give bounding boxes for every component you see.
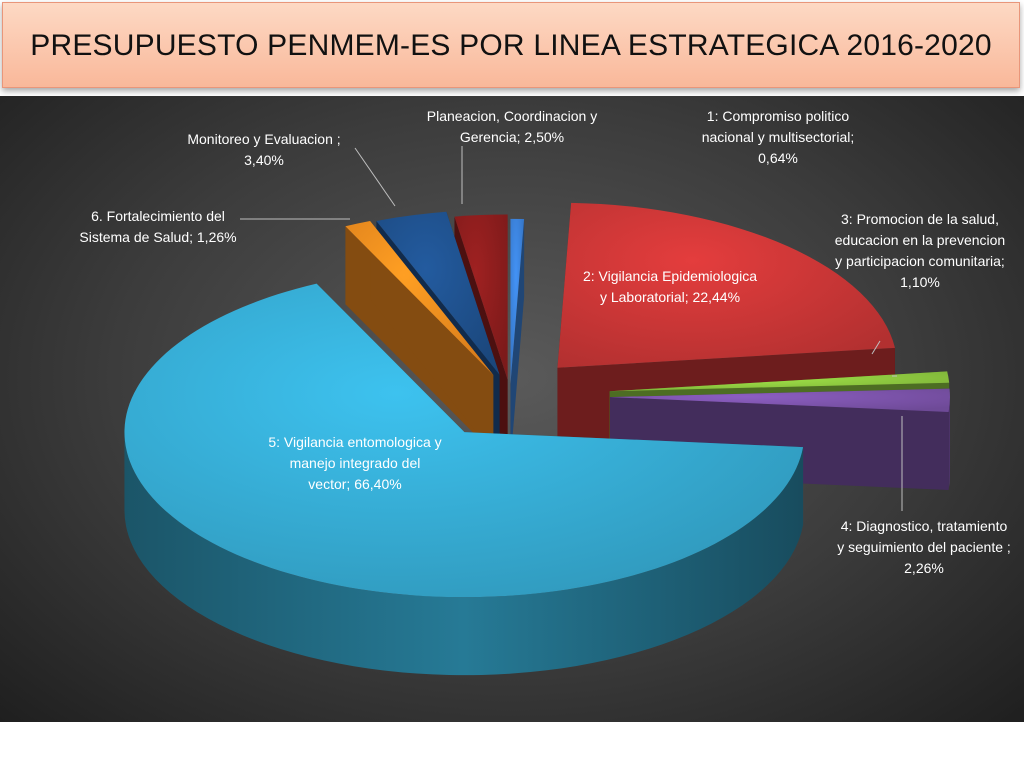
- slice-top-s4: [609, 388, 950, 412]
- data-label-line: vector; 66,40%: [308, 476, 402, 492]
- pie-slice-s1: [510, 218, 525, 462]
- slice-wall-s1-1: [510, 219, 525, 462]
- data-label-line: Sistema de Salud; 1,26%: [79, 229, 237, 245]
- chart-area: 1: Compromiso politico nacional y multise…: [0, 96, 1024, 722]
- data-label-s2: 2: Vigilancia Epidemiologica y Laboratori…: [550, 266, 790, 308]
- data-label-line: 0,64%: [758, 150, 798, 166]
- leader-line-s3: [871, 340, 881, 355]
- slice-top-s7: [376, 211, 500, 375]
- slice-top-s2: [557, 202, 895, 368]
- data-label-line: 6. Fortalecimiento del: [91, 208, 225, 224]
- data-label-line: educacion en la prevencion: [834, 232, 1006, 248]
- chart-title: PRESUPUESTO PENMEM-ES POR LINEA ESTRATEG…: [30, 29, 992, 62]
- data-label-line: Planeacion, Coordinacion y: [426, 108, 598, 124]
- pie-chart: [124, 146, 950, 676]
- slice-top-s6: [345, 221, 494, 375]
- data-label-s7: Monitoreo y Evaluacion ; 3,40%: [164, 129, 364, 171]
- data-label-line: Gerencia; 2,50%: [459, 129, 565, 145]
- data-label-line: 1: Compromiso politico: [706, 108, 850, 124]
- data-label-line: manejo integrado del: [289, 455, 421, 471]
- data-label-line: 3: Promocion de la salud,: [841, 211, 999, 227]
- data-label-line: y participacion comunitaria;: [835, 253, 1005, 269]
- chart-title-band: PRESUPUESTO PENMEM-ES POR LINEA ESTRATEG…: [2, 2, 1020, 88]
- data-label-s1: 1: Compromiso politico nacional y multise…: [683, 106, 873, 169]
- data-label-s5: 5: Vigilancia entomologica y manejo integ…: [240, 432, 470, 495]
- data-label-s4: 4: Diagnostico, tratamiento y seguimiento…: [824, 516, 1024, 579]
- data-label-line: nacional y multisectorial;: [701, 129, 855, 145]
- pie-slice-s6: [345, 221, 494, 453]
- pie-slice-s5: [124, 283, 804, 676]
- data-label-s6: 6. Fortalecimiento del Sistema de Salud; …: [63, 206, 253, 248]
- slice-top-s8: [454, 214, 508, 380]
- data-label-line: y Laboratorial; 22,44%: [599, 289, 741, 305]
- data-label-line: 3,40%: [244, 152, 284, 168]
- slice-side-s5: [124, 432, 804, 676]
- data-label-line: y seguimiento del paciente ;: [837, 539, 1011, 555]
- slice-top-s5: [124, 283, 804, 598]
- slice-side-s4: [948, 397, 950, 490]
- data-label-line: 2: Vigilancia Epidemiologica: [582, 268, 758, 284]
- slice-top-s1: [510, 218, 525, 384]
- data-label-line: Monitoreo y Evaluacion ;: [187, 131, 341, 147]
- data-label-line: 5: Vigilancia entomologica y: [268, 434, 442, 450]
- data-label-s3: 3: Promocion de la salud, educacion en la…: [820, 209, 1020, 293]
- data-label-line: 1,10%: [900, 274, 940, 290]
- data-label-line: 2,26%: [904, 560, 944, 576]
- data-label-s8: Planeacion, Coordinacion y Gerencia; 2,50…: [407, 106, 617, 148]
- data-label-line: 4: Diagnostico, tratamiento: [840, 518, 1008, 534]
- slice-top-s3: [609, 371, 950, 392]
- leader-line-s7: [354, 147, 396, 207]
